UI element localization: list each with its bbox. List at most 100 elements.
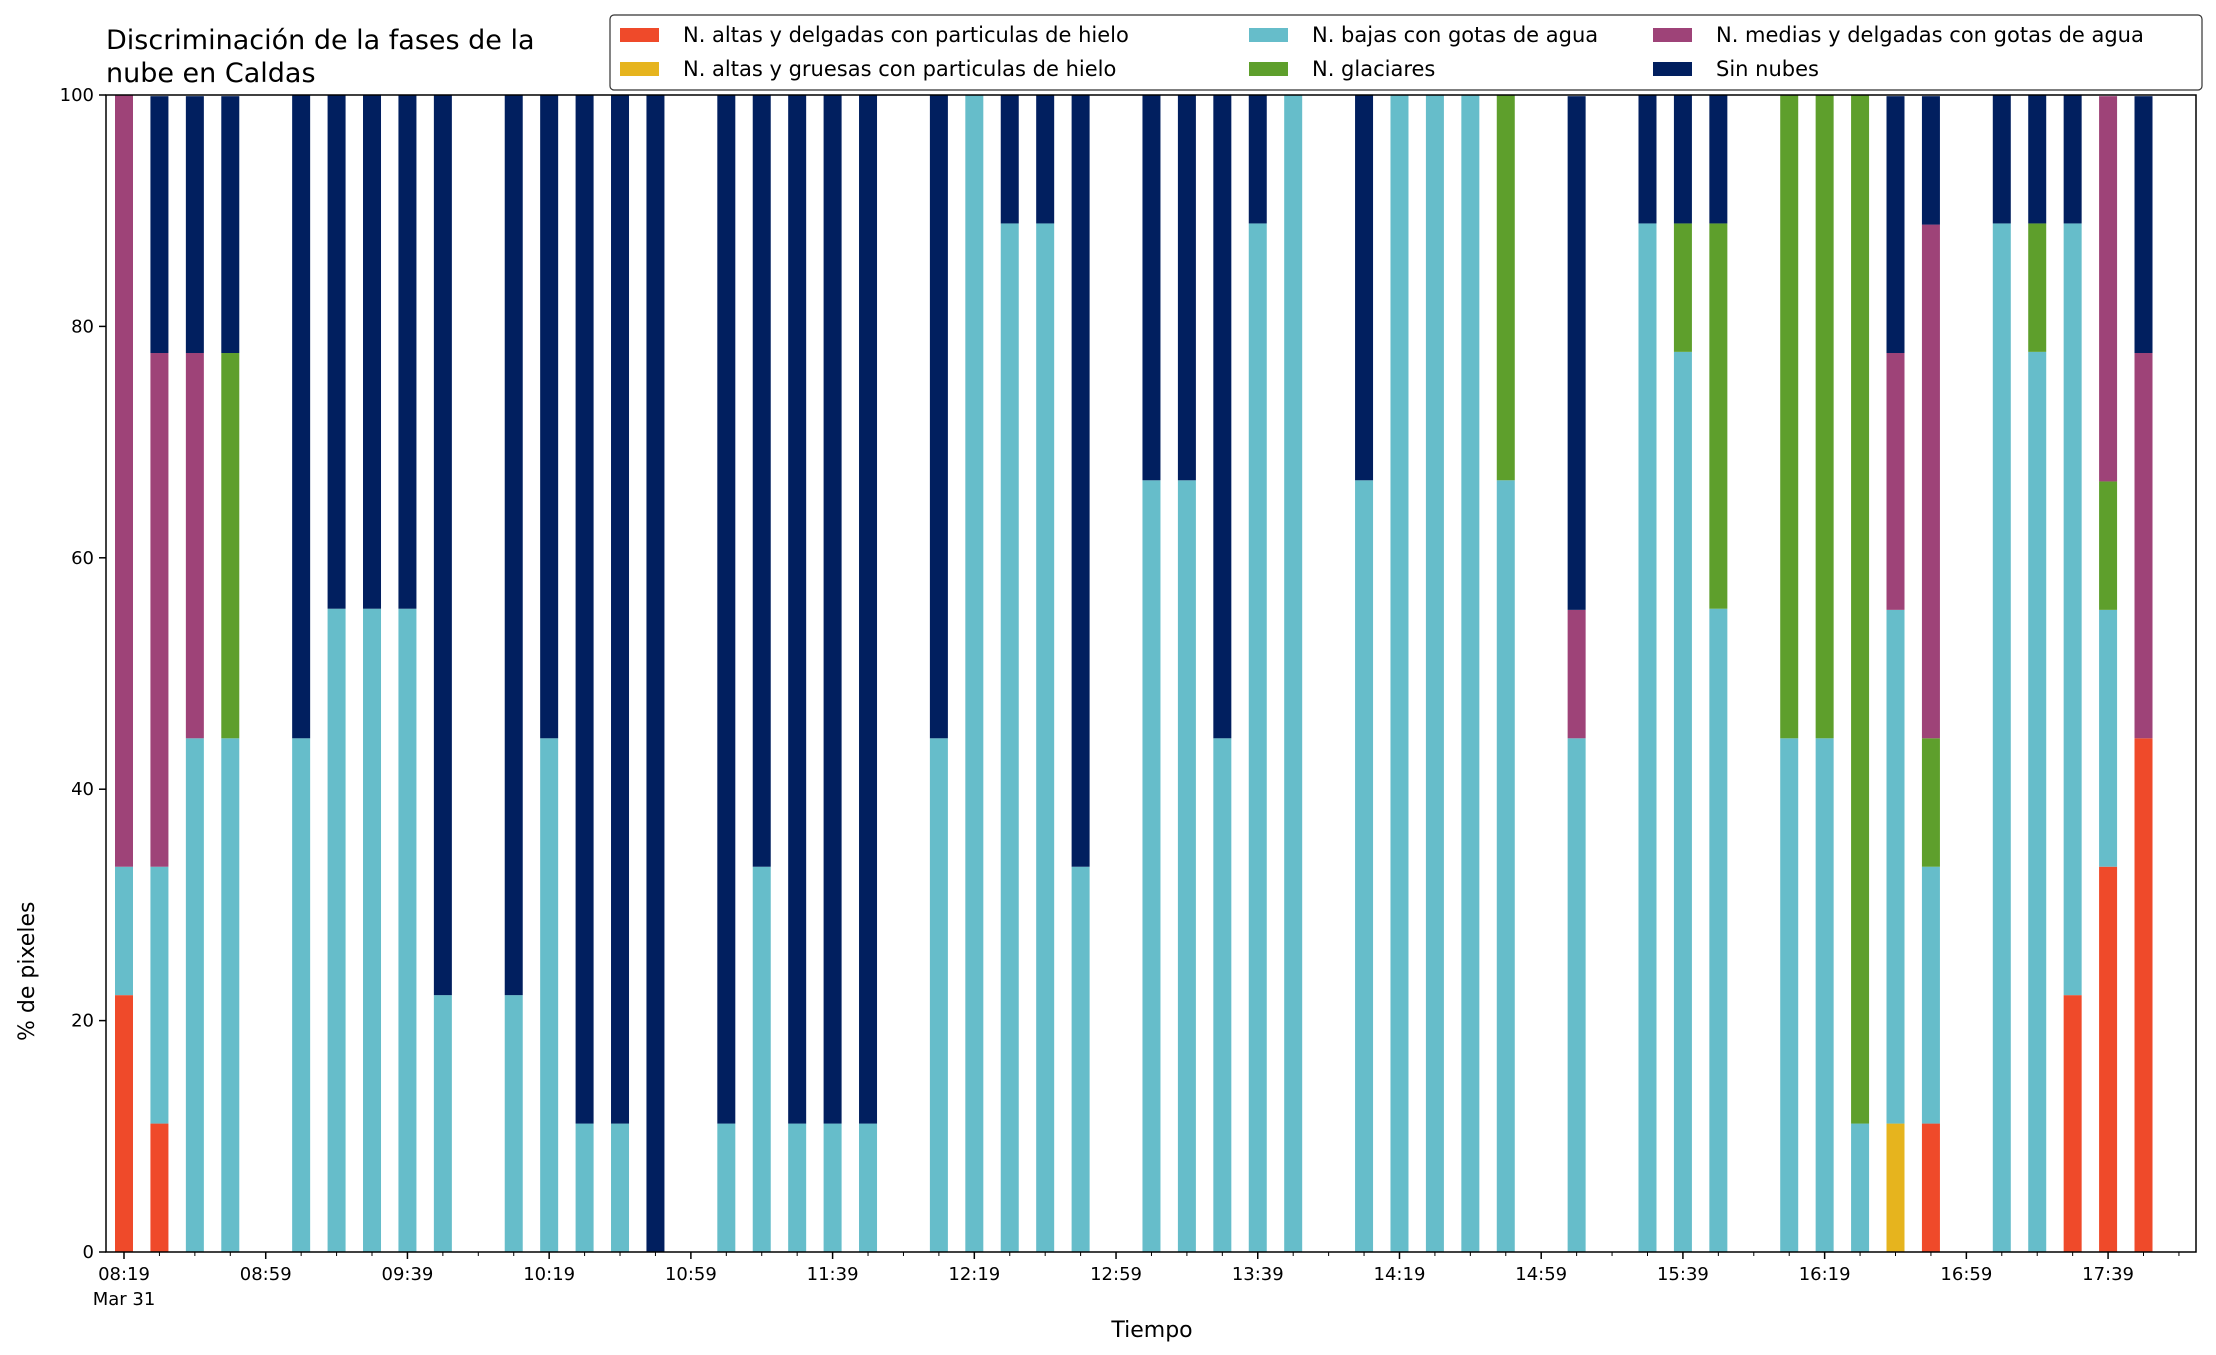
legend-label-0: N. altas y delgadas con particulas de hi… — [683, 23, 1129, 47]
bar-segment-31-series-2 — [1425, 95, 1444, 1252]
x-tick-label-3: 10:19 — [523, 1264, 575, 1285]
bar-segment-41-series-4 — [1886, 353, 1905, 610]
bar-segment-42-series-2 — [1921, 866, 1940, 1124]
bar-segment-23-series-5 — [1071, 95, 1090, 867]
bar-segment-26-series-2 — [1213, 738, 1232, 1252]
bar-segment-28-series-2 — [1284, 95, 1303, 1252]
legend-box — [609, 14, 2203, 91]
bar-segment-21-series-5 — [1000, 95, 1019, 224]
bar-segment-5-series-5 — [327, 95, 346, 609]
bar-segment-17-series-5 — [823, 95, 842, 1124]
bar-segment-15-series-5 — [752, 95, 771, 867]
bar-segment-0-series-4 — [115, 95, 133, 867]
bar-segment-29-series-5 — [1355, 95, 1374, 481]
bar-segment-3-series-5 — [221, 96, 240, 354]
bar-segment-43-series-2 — [1992, 223, 2011, 1253]
bar-segment-33-series-3 — [1496, 95, 1515, 481]
bar-segment-2-series-2 — [185, 738, 204, 1252]
x-tick-label-0: 08:19 — [98, 1264, 150, 1285]
bar-segment-37-series-3 — [1709, 223, 1728, 609]
bar-segment-34-series-5 — [1567, 96, 1586, 610]
bar-segment-42-series-4 — [1921, 224, 1940, 739]
bar-segment-32-series-2 — [1461, 95, 1480, 1252]
bar-segment-23-series-2 — [1071, 866, 1090, 1252]
bar-segment-21-series-2 — [1000, 223, 1019, 1253]
bar-segment-13-series-5 — [646, 95, 665, 1252]
bar-segment-4-series-2 — [292, 738, 311, 1252]
bar-segment-7-series-2 — [398, 608, 417, 1252]
bar-segment-39-series-2 — [1815, 738, 1834, 1252]
bar-segment-7-series-5 — [398, 95, 417, 609]
bar-segment-8-series-2 — [433, 995, 452, 1252]
bar-segment-42-series-5 — [1921, 96, 1940, 225]
bar-segment-42-series-0 — [1921, 1123, 1940, 1252]
chart-title-line-1: Discriminación de la fases de la — [106, 25, 535, 56]
x-tick-label-13: 16:59 — [1940, 1264, 1992, 1285]
bar-segment-15-series-2 — [752, 866, 771, 1252]
bar-segment-26-series-5 — [1213, 95, 1232, 739]
bar-segment-12-series-2 — [611, 1123, 630, 1252]
bar-segment-42-series-3 — [1921, 738, 1940, 867]
bar-segment-19-series-5 — [929, 95, 948, 739]
bar-segment-9-series-2 — [504, 995, 523, 1252]
bar-segment-11-series-2 — [575, 1123, 594, 1252]
legend-label-4: N. medias y delgadas con gotas de agua — [1716, 23, 2144, 47]
bar-segment-25-series-5 — [1177, 95, 1196, 481]
bar-segment-4-series-5 — [292, 95, 311, 739]
bar-segment-38-series-3 — [1780, 95, 1799, 739]
x-tick-label-7: 12:59 — [1090, 1264, 1142, 1285]
x-tick-label-2: 09:39 — [382, 1264, 434, 1285]
bar-segment-46-series-2 — [2099, 609, 2118, 867]
bar-segment-18-series-2 — [859, 1123, 878, 1252]
bar-segment-39-series-3 — [1815, 95, 1834, 739]
bar-segment-2-series-5 — [185, 96, 204, 354]
bar-segment-45-series-2 — [2063, 223, 2082, 996]
bar-segment-34-series-2 — [1567, 738, 1586, 1252]
bar-segment-43-series-5 — [1992, 95, 2011, 224]
bar-segment-3-series-2 — [221, 738, 240, 1252]
bar-segment-1-series-4 — [150, 353, 169, 867]
bar-segment-35-series-5 — [1638, 95, 1657, 224]
bar-segment-45-series-0 — [2063, 995, 2082, 1252]
bar-segment-47-series-5 — [2134, 96, 2153, 354]
bar-segment-18-series-5 — [859, 95, 878, 1124]
legend-label-5: Sin nubes — [1716, 57, 1819, 81]
bar-segment-6-series-2 — [363, 608, 382, 1252]
x-tick-label-14: 17:39 — [2082, 1264, 2134, 1285]
bar-segment-25-series-2 — [1177, 480, 1196, 1252]
y-tick-label-2: 40 — [71, 779, 94, 800]
bar-segment-27-series-5 — [1248, 95, 1267, 224]
bar-segment-24-series-2 — [1142, 480, 1161, 1252]
bar-segment-2-series-4 — [185, 353, 204, 739]
y-tick-label-4: 80 — [71, 316, 94, 337]
bar-segment-12-series-5 — [611, 95, 630, 1124]
bar-segment-11-series-5 — [575, 95, 594, 1124]
bar-segment-14-series-2 — [717, 1123, 736, 1252]
bar-segment-16-series-5 — [788, 95, 807, 1124]
x-tick-label-12: 16:19 — [1799, 1264, 1851, 1285]
bar-segment-17-series-2 — [823, 1123, 842, 1252]
bar-segment-10-series-5 — [540, 95, 559, 739]
bar-segment-36-series-3 — [1673, 223, 1692, 352]
bar-segment-30-series-2 — [1390, 95, 1409, 1252]
bar-segment-20-series-2 — [965, 95, 984, 1252]
bar-segment-44-series-3 — [2028, 223, 2047, 352]
bar-segment-45-series-5 — [2063, 95, 2082, 224]
bar-segment-36-series-2 — [1673, 351, 1692, 1253]
legend-swatch-5 — [1653, 62, 1692, 76]
bar-segment-40-series-3 — [1851, 95, 1870, 1124]
x-tick-label-5: 11:39 — [807, 1264, 859, 1285]
bar-segment-29-series-2 — [1355, 480, 1374, 1252]
bar-segment-22-series-2 — [1036, 223, 1055, 1253]
bar-segment-14-series-5 — [717, 95, 736, 1124]
bar-segment-0-series-0 — [115, 995, 133, 1252]
bar-segment-27-series-2 — [1248, 223, 1267, 1253]
bar-segment-19-series-2 — [929, 738, 948, 1252]
legend-swatch-3 — [1249, 62, 1288, 76]
legend-swatch-4 — [1653, 28, 1692, 42]
bar-segment-35-series-2 — [1638, 223, 1657, 1253]
y-axis-title: % de pixeles — [15, 902, 40, 1041]
bar-segment-22-series-5 — [1036, 95, 1055, 224]
bar-segment-3-series-3 — [221, 353, 240, 739]
